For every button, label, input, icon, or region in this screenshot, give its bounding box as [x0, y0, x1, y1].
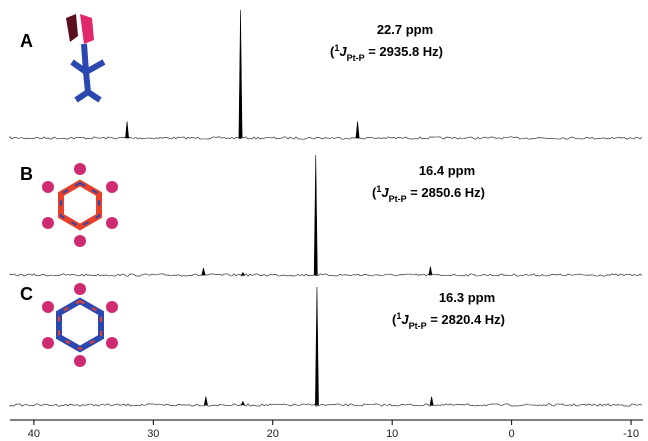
coupling-symbol: J [381, 185, 389, 200]
panel-label: C [20, 284, 33, 304]
coupling-symbol: J [339, 44, 347, 59]
coupling-sup: 1 [396, 311, 401, 321]
molecule-c [42, 283, 118, 367]
peak [240, 400, 245, 406]
peak [315, 286, 319, 406]
x-tick-label: 10 [386, 428, 398, 440]
baseline [9, 273, 643, 277]
coupling-open: ( [372, 185, 377, 200]
x-tick-label: 30 [147, 428, 159, 440]
molecule-b [42, 163, 118, 247]
coupling-sup: 1 [334, 43, 339, 53]
peak [428, 266, 433, 276]
coupling-sub: Pt-P [389, 194, 407, 204]
coupling-rest: = 2935.8 Hz) [365, 44, 443, 59]
peak-label: 22.7 ppm [377, 22, 433, 37]
coupling-sub: Pt-P [347, 53, 365, 63]
coupling-rest: = 2850.6 Hz) [407, 185, 485, 200]
x-tick-label: 20 [267, 428, 279, 440]
peak [203, 396, 208, 406]
coupling-label: (1JPt-P = 2850.6 Hz) [372, 184, 485, 204]
x-tick-label: -10 [623, 428, 639, 440]
peak [201, 267, 206, 276]
coupling-sub: Pt-P [409, 321, 427, 331]
peak [240, 272, 246, 276]
panel-label: B [20, 164, 33, 184]
coupling-rest: = 2820.4 Hz) [427, 312, 505, 327]
peak [125, 121, 129, 139]
coupling-symbol: J [401, 312, 409, 327]
coupling-label: (1JPt-P = 2820.4 Hz) [392, 311, 505, 331]
peak [355, 121, 360, 139]
molecule-a [66, 14, 106, 103]
baseline [9, 135, 643, 140]
peak-label: 16.4 ppm [419, 163, 475, 178]
peak [238, 9, 243, 139]
peak [313, 154, 318, 276]
panel-label: A [20, 31, 33, 51]
x-tick-label: 40 [28, 428, 40, 440]
peak-label: 16.3 ppm [439, 290, 495, 305]
coupling-label: (1JPt-P = 2935.8 Hz) [330, 43, 443, 63]
peak [429, 396, 434, 406]
x-tick-label: 0 [509, 428, 515, 440]
coupling-open: ( [330, 44, 335, 59]
coupling-open: ( [392, 312, 397, 327]
coupling-sup: 1 [376, 184, 381, 194]
baseline [9, 403, 643, 407]
